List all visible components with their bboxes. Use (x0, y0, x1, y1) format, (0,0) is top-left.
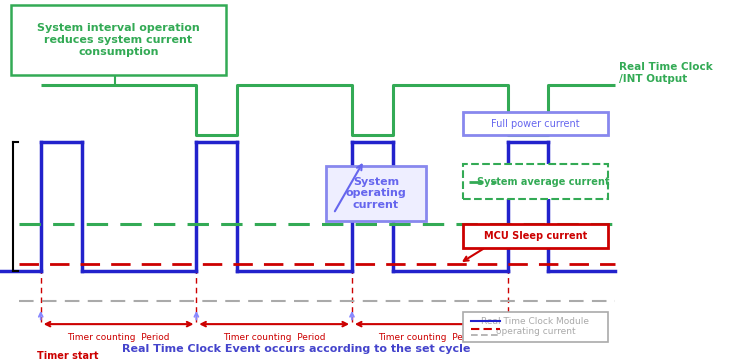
FancyBboxPatch shape (463, 312, 608, 342)
Text: Timer counting  Period: Timer counting Period (223, 333, 325, 342)
FancyBboxPatch shape (326, 166, 426, 221)
Text: Timer counting  Period: Timer counting Period (379, 333, 481, 342)
Text: Real Time Clock Module
operating current: Real Time Clock Module operating current (482, 317, 589, 337)
Text: System
operating
current: System operating current (346, 177, 406, 210)
FancyBboxPatch shape (11, 5, 226, 75)
FancyBboxPatch shape (463, 164, 608, 199)
FancyBboxPatch shape (463, 224, 608, 248)
Text: Full power current: Full power current (491, 119, 579, 129)
Text: Timer start: Timer start (37, 351, 99, 361)
Text: System interval operation
reduces system current
consumption: System interval operation reduces system… (37, 24, 200, 57)
Text: Timer counting  Period: Timer counting Period (67, 333, 170, 342)
Text: MCU Sleep current: MCU Sleep current (484, 231, 587, 241)
Text: Real Time Clock
/INT Output: Real Time Clock /INT Output (619, 62, 713, 84)
Text: Real Time Clock Event occurs according to the set cycle: Real Time Clock Event occurs according t… (122, 344, 471, 354)
FancyBboxPatch shape (463, 112, 608, 135)
Text: System average current: System average current (476, 177, 609, 187)
